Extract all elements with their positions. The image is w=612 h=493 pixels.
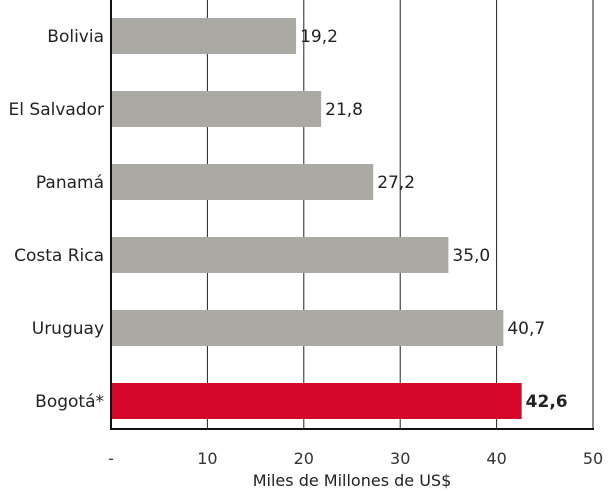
tick-labels: - 10 20 30 40 50 xyxy=(108,449,603,468)
category-label-0: Bolivia xyxy=(47,27,104,47)
gridlines xyxy=(206,0,594,429)
value-label-5: 42,6 xyxy=(526,392,568,412)
category-labels: Bolivia El Salvador Panamá Costa Rica Urugua… xyxy=(9,27,104,412)
category-label-5: Bogotá* xyxy=(35,392,104,412)
axes xyxy=(110,0,594,430)
category-label-1: El Salvador xyxy=(9,100,104,120)
value-label-3: 35,0 xyxy=(452,246,490,266)
tick-label-0: - xyxy=(108,449,114,468)
bar-2 xyxy=(111,164,374,200)
value-label-4: 40,7 xyxy=(507,319,545,339)
value-label-1: 21,8 xyxy=(325,100,363,120)
x-axis-title: Miles de Millones de US$ xyxy=(253,471,452,490)
bar-4 xyxy=(111,310,504,346)
bar-5 xyxy=(111,383,522,419)
bar-1 xyxy=(111,91,322,127)
bar-0 xyxy=(111,18,297,54)
category-label-2: Panamá xyxy=(36,173,104,193)
value-label-0: 19,2 xyxy=(300,27,338,47)
tick-label-10: 10 xyxy=(197,449,217,468)
value-label-2: 27,2 xyxy=(377,173,415,193)
bar-3 xyxy=(111,237,449,273)
category-label-4: Uruguay xyxy=(32,319,104,339)
tick-label-20: 20 xyxy=(294,449,314,468)
category-label-3: Costa Rica xyxy=(14,246,104,266)
value-labels: 19,2 21,8 27,2 35,0 40,7 42,6 xyxy=(300,27,568,412)
bars xyxy=(111,18,522,419)
tick-label-40: 40 xyxy=(486,449,506,468)
tick-label-50: 50 xyxy=(583,449,603,468)
tick-label-30: 30 xyxy=(390,449,410,468)
